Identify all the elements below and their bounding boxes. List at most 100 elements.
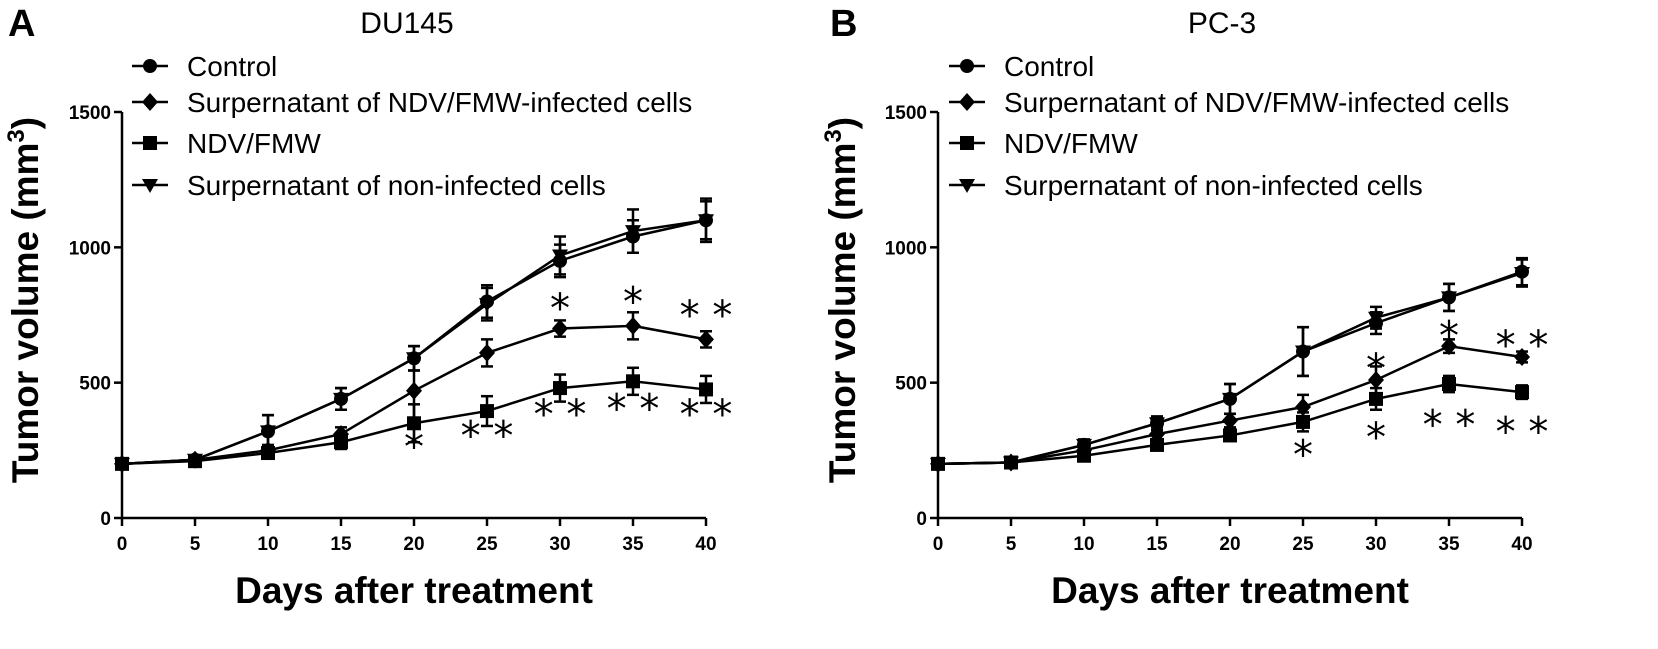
significance-marker: * * (1496, 323, 1549, 369)
data-point (406, 381, 422, 400)
legend-item: Control (949, 51, 1094, 82)
legend-item: Surpernatant of non-infected cells (949, 170, 1423, 201)
significance-marker: * (1366, 415, 1386, 461)
data-point (625, 225, 641, 240)
chart-title: PC-3 (1188, 7, 1256, 40)
chart-title: DU145 (360, 7, 453, 40)
legend-marker (142, 93, 158, 111)
significance-marker: * * (534, 392, 587, 438)
data-point (1441, 337, 1457, 356)
data-point (1003, 456, 1019, 471)
legend: Control Surpernatant of NDV/FMW-infected … (132, 51, 692, 201)
y-tick-label: 1500 (69, 103, 111, 124)
significance-marker: * * (1496, 409, 1549, 455)
y-axis-label: Tumor volume (mm3) (3, 117, 46, 483)
legend-label: Surpernatant of non-infected cells (187, 170, 606, 201)
legend-label: NDV/FMW (1004, 128, 1138, 159)
legend-label: NDV/FMW (187, 128, 321, 159)
panel-b: B PC-3 0 500 1000 1500 0 5 10 15 20 25 30 35 40 Days af… (820, 3, 1548, 611)
significance-marker: * (1366, 346, 1386, 392)
data-point (1149, 417, 1165, 432)
x-tick-label: 25 (1292, 534, 1314, 555)
legend-marker (142, 179, 158, 193)
significance-marker: * (1293, 432, 1313, 478)
y-tick-label: 500 (895, 374, 927, 395)
legend-marker (143, 59, 157, 73)
series-supernatant-non-infected (930, 258, 1530, 472)
legend-marker (143, 136, 157, 150)
data-point (1515, 385, 1529, 400)
x-tick-label: 40 (695, 534, 716, 555)
significance-marker: * * (1423, 403, 1476, 449)
x-tick-label: 10 (257, 534, 278, 555)
y-axis-label: Tumor volume (mm3) (820, 117, 863, 483)
data-point (1368, 311, 1384, 326)
x-tick-label: 20 (403, 534, 424, 555)
x-tick-label: 15 (1146, 534, 1168, 555)
legend-label: Control (1004, 51, 1094, 82)
panel-a: A DU145 0 500 1000 1500 0 5 10 15 20 25 30 35 40 Days a… (3, 3, 732, 611)
x-tick-label: 35 (1438, 534, 1460, 555)
legend-item: Surpernatant of NDV/FMW-infected cells (132, 87, 692, 118)
panel-letter: B (830, 3, 857, 45)
legend-item: NDV/FMW (949, 128, 1138, 159)
data-point (114, 457, 130, 472)
y-tick-label: 500 (79, 374, 111, 395)
x-tick-label: 10 (1073, 534, 1094, 555)
data-point (479, 298, 495, 313)
legend-marker (959, 179, 975, 193)
data-point (699, 382, 713, 397)
legend: Control Surpernatant of NDV/FMW-infected … (949, 51, 1509, 201)
legend-marker (960, 59, 974, 73)
legend-marker (959, 93, 975, 111)
data-point (552, 319, 568, 338)
significance-marker: * (1439, 313, 1459, 359)
data-point (1369, 391, 1383, 406)
significance-marker: * * (461, 413, 514, 459)
legend-item: Control (132, 51, 277, 82)
legend-label: Surpernatant of non-infected cells (1004, 170, 1423, 201)
y-tick-label: 1500 (885, 103, 927, 124)
x-tick-label: 30 (549, 534, 570, 555)
data-point (930, 457, 946, 472)
data-point (187, 453, 203, 468)
y-tick-label: 0 (100, 509, 111, 530)
x-tick-label: 5 (1006, 534, 1017, 555)
x-tick-label: 5 (190, 534, 201, 555)
x-tick-label: 0 (117, 534, 128, 555)
data-point (1222, 411, 1238, 430)
data-point (260, 425, 276, 440)
data-point (407, 416, 421, 431)
data-point (333, 392, 349, 407)
data-point (1222, 392, 1238, 407)
legend-label: Surpernatant of NDV/FMW-infected cells (187, 87, 692, 118)
x-axis-label: Days after treatment (1051, 570, 1409, 611)
data-point (479, 343, 495, 362)
significance-marker: * (404, 424, 424, 470)
data-point (261, 446, 275, 461)
data-point (480, 404, 494, 419)
x-tick-label: 30 (1365, 534, 1386, 555)
x-tick-label: 20 (1219, 534, 1240, 555)
data-point (698, 330, 714, 349)
significance-marker: * (550, 286, 570, 332)
significance-marker: * * (680, 293, 733, 339)
data-point (1368, 370, 1384, 389)
y-tick-label: 1000 (885, 238, 927, 259)
legend-label: Control (187, 51, 277, 82)
data-point (1150, 437, 1164, 452)
series-supernatant-non-infected (114, 197, 714, 472)
x-tick-label: 35 (622, 534, 644, 555)
x-tick-label: 25 (476, 534, 498, 555)
data-point (1514, 267, 1530, 282)
x-tick-label: 40 (1511, 534, 1532, 555)
data-point (1514, 347, 1530, 366)
data-point (1441, 291, 1457, 306)
data-point (553, 381, 567, 396)
x-tick-label: 0 (933, 534, 944, 555)
legend-marker (960, 136, 974, 150)
panel-letter: A (8, 3, 35, 45)
x-axis-label: Days after treatment (235, 570, 593, 611)
data-point (552, 249, 568, 264)
